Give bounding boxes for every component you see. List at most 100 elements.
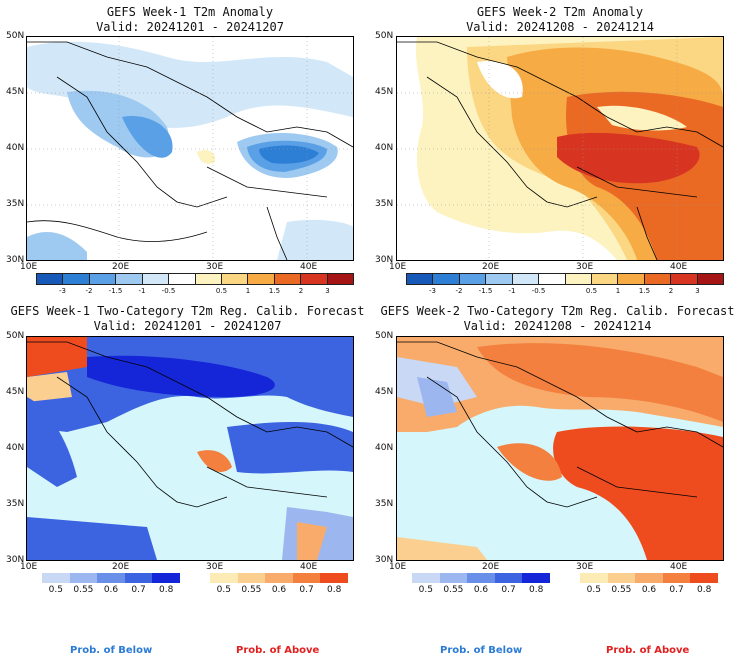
- colorbar-swatch: [97, 573, 125, 583]
- colorbar-swatch: [458, 274, 486, 284]
- colorbar-swatch: [511, 274, 539, 284]
- valid-dates: Valid: 20241201 - 20241207: [93, 319, 282, 333]
- lon-label-30e: 30E: [576, 562, 594, 572]
- colorbar-swatch: [152, 573, 180, 583]
- colorbar-swatch: [696, 274, 724, 284]
- colorbar-tick-label: -2: [85, 287, 93, 295]
- valid-dates: Valid: 20241208 - 20241214: [466, 20, 654, 34]
- lat-label-45n: 45N: [6, 87, 25, 97]
- map-week1-probability: [26, 336, 354, 561]
- lat-label-30n: 30N: [375, 555, 394, 565]
- colorbar-tick-label: 0.8: [159, 585, 174, 595]
- colorbar-swatch: [320, 573, 348, 583]
- valid-dates: Valid: 20241201 - 20241207: [96, 20, 284, 34]
- above-probability-colorbar: [580, 573, 718, 583]
- colorbar-tick-label: 1: [615, 287, 621, 295]
- colorbar-tick-label: -1: [508, 287, 516, 295]
- below-probability-colorbar: [42, 573, 180, 583]
- lat-label-50n: 50N: [375, 31, 394, 41]
- colorbar-swatch: [670, 274, 697, 284]
- colorbar-swatch: [485, 274, 512, 284]
- title-text: GEFS Week-2 T2m Anomaly: [476, 5, 644, 19]
- title-text: GEFS Week-1 T2m Anomaly: [106, 5, 274, 19]
- colorbar-swatch: [564, 274, 591, 284]
- colorbar-swatch: [292, 573, 321, 583]
- lon-label-20e: 20E: [482, 562, 500, 572]
- colorbar-swatch: [635, 573, 663, 583]
- colorbar-swatch: [494, 573, 523, 583]
- lon-label-10e: 10E: [20, 562, 38, 572]
- lat-label-45n: 45N: [6, 387, 25, 397]
- colorbar-swatch: [467, 573, 495, 583]
- map-field: [27, 37, 353, 260]
- colorbar-tick-label: -3: [429, 287, 436, 295]
- lon-label-20e: 20E: [112, 562, 130, 572]
- colorbar-tick-label: 0.5: [216, 585, 231, 595]
- colorbar-swatch: [590, 274, 618, 284]
- title-week1-anomaly: GEFS Week-1 T2m Anomaly Valid: 20241201 …: [25, 5, 355, 35]
- colorbar-tick-label: 0.5: [585, 287, 598, 295]
- lat-label-50n: 50N: [6, 331, 25, 341]
- colorbar-tick-label: -0.5: [161, 287, 176, 295]
- colorbar-swatch: [210, 573, 238, 583]
- colorbar-swatch: [88, 274, 116, 284]
- colorbar-tick-label: 0.5: [215, 287, 228, 295]
- lat-label-40n: 40N: [6, 443, 25, 453]
- colorbar-tick-label: 1.5: [268, 287, 281, 295]
- map-field: [397, 37, 723, 260]
- colorbar-swatch: [412, 573, 440, 583]
- lon-label-40e: 40E: [670, 562, 688, 572]
- colorbar-swatch: [643, 274, 671, 284]
- lat-label-40n: 40N: [375, 143, 394, 153]
- colorbar-tick-label: 0.7: [501, 585, 516, 595]
- lon-label-40e: 40E: [300, 562, 318, 572]
- colorbar-swatch: [300, 274, 327, 284]
- lat-label-40n: 40N: [6, 143, 25, 153]
- colorbar-tick-label: 0.5: [418, 585, 433, 595]
- colorbar-tick-label: 0.55: [443, 585, 464, 595]
- colorbar-tick-label: 2: [298, 287, 304, 295]
- lon-label-20e: 20E: [482, 262, 500, 272]
- colorbar-swatch: [607, 573, 636, 583]
- lat-label-35n: 35N: [375, 199, 394, 209]
- colorbar-tick-label: 3: [695, 287, 700, 295]
- colorbar-tick-label: 0.7: [131, 585, 146, 595]
- colorbar-tick-label: -2: [455, 287, 463, 295]
- colorbar-tick-label: 0.5: [586, 585, 601, 595]
- lon-label-10e: 10E: [389, 562, 407, 572]
- colorbar-swatch: [194, 274, 221, 284]
- colorbar-swatch: [247, 274, 274, 284]
- colorbar-swatch: [124, 573, 153, 583]
- colorbar-swatch: [220, 274, 248, 284]
- colorbar-swatch: [273, 274, 301, 284]
- title-week1-two-category: GEFS Week-1 Two-Category T2m Reg. Calib.…: [10, 304, 365, 334]
- lat-label-45n: 45N: [375, 87, 394, 97]
- above-probability-colorbar: [210, 573, 348, 583]
- lat-label-30n: 30N: [375, 255, 394, 265]
- colorbar-tick-label: 0.6: [103, 585, 119, 595]
- colorbar-swatch: [690, 573, 718, 583]
- lat-label-30n: 30N: [6, 255, 25, 265]
- colorbar-tick-label: 0.7: [299, 585, 314, 595]
- lat-label-30n: 30N: [6, 555, 25, 565]
- lat-label-35n: 35N: [375, 499, 394, 509]
- legend-prob-above: Prob. of Above: [606, 645, 690, 656]
- colorbar-tick-label: -0.5: [531, 287, 546, 295]
- colorbar-swatch: [538, 274, 565, 284]
- colorbar-swatch: [69, 573, 98, 583]
- below-probability-colorbar: [412, 573, 550, 583]
- lon-label-30e: 30E: [576, 262, 594, 272]
- lon-label-40e: 40E: [670, 262, 688, 272]
- lat-label-50n: 50N: [375, 331, 394, 341]
- colorbar-tick-label: -3: [59, 287, 66, 295]
- lon-label-10e: 10E: [389, 262, 407, 272]
- colorbar-tick-label: 0.8: [697, 585, 712, 595]
- colorbar-tick-label: -1: [138, 287, 146, 295]
- colorbar-tick-label: 0.6: [641, 585, 657, 595]
- map-field: [27, 337, 353, 560]
- title-week2-two-category: GEFS Week-2 Two-Category T2m Reg. Calib.…: [380, 304, 735, 334]
- colorbar-swatch: [168, 274, 195, 284]
- lon-label-30e: 30E: [206, 562, 224, 572]
- map-week2-anomaly: [396, 36, 724, 261]
- colorbar-tick-label: 0.6: [271, 585, 287, 595]
